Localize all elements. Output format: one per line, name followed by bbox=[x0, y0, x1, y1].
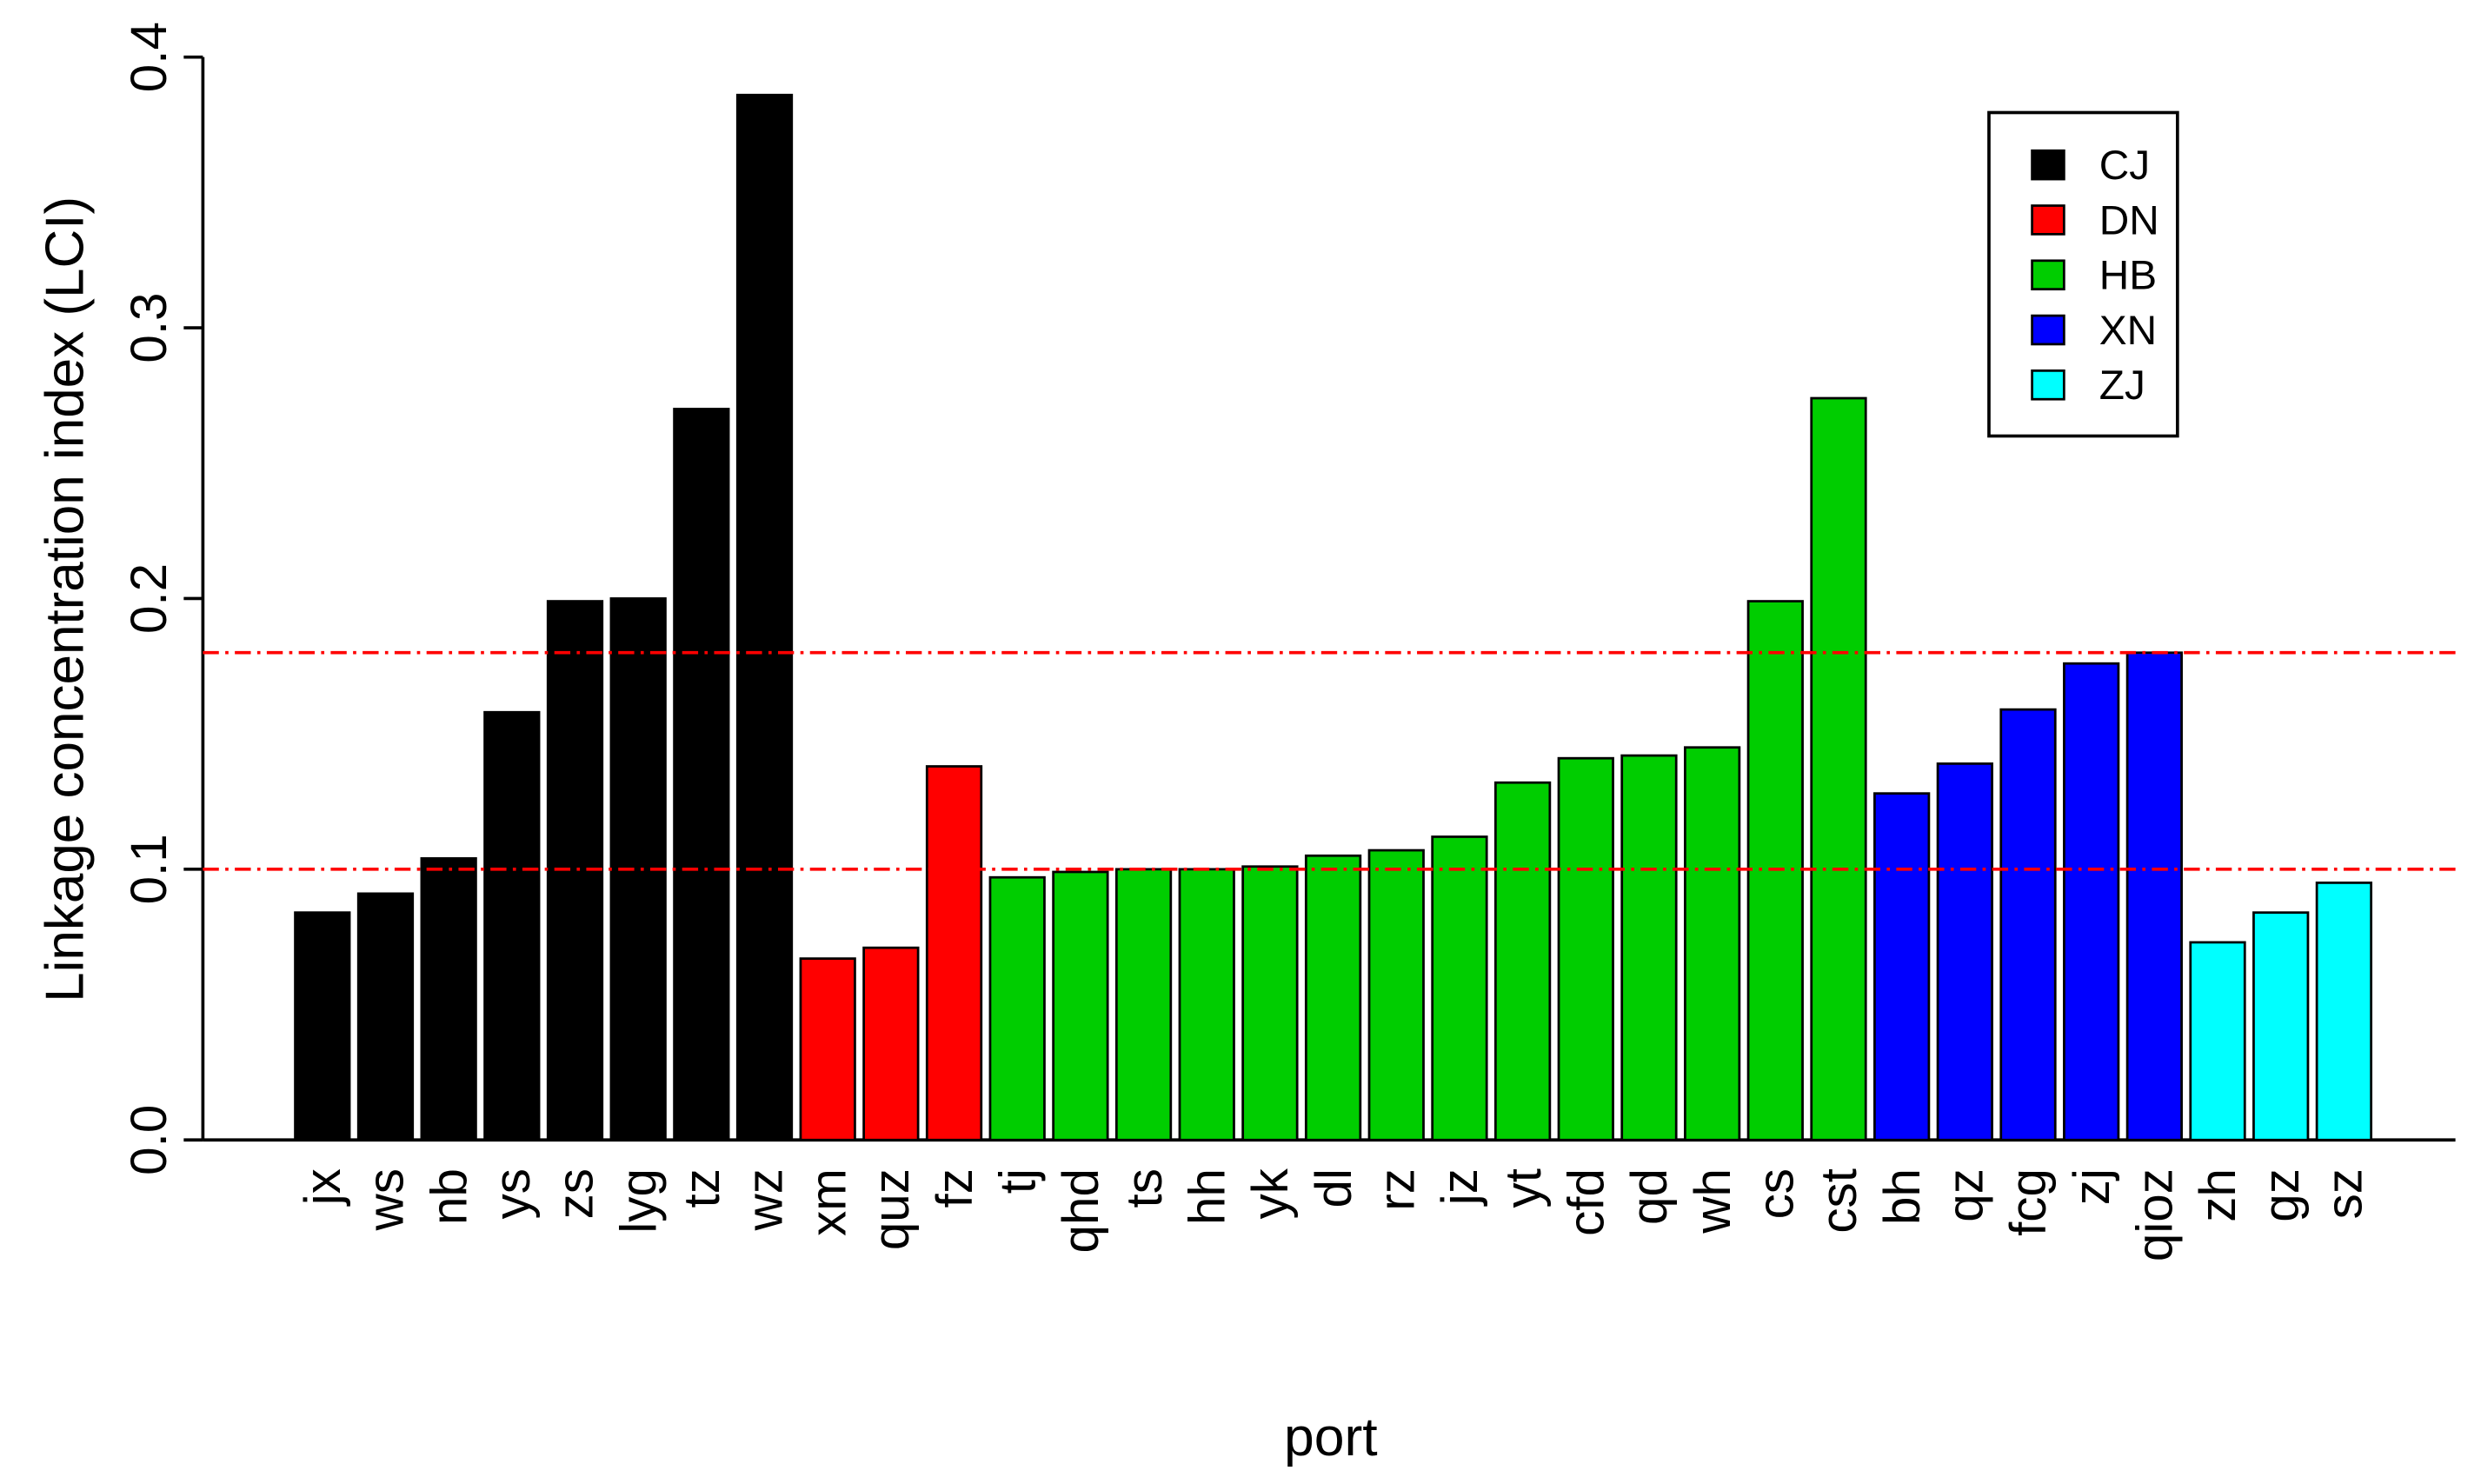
x-tick-label: zh bbox=[2190, 1168, 2246, 1222]
legend-swatch bbox=[2031, 149, 2065, 181]
bar bbox=[925, 765, 983, 1141]
x-tick-label: tz bbox=[674, 1168, 730, 1208]
bar bbox=[862, 946, 920, 1141]
x-tick-label: wz bbox=[737, 1168, 794, 1231]
x-tick-label: ws bbox=[357, 1168, 414, 1231]
bar bbox=[1493, 781, 1552, 1141]
bar bbox=[2315, 882, 2373, 1141]
x-tick-label: fcg bbox=[2000, 1168, 2057, 1236]
x-tick-label: yk bbox=[1242, 1168, 1299, 1219]
bar bbox=[799, 957, 856, 1141]
y-tick-label: 0.2 bbox=[121, 563, 177, 634]
bar bbox=[1052, 870, 1109, 1141]
x-tick-label: fz bbox=[927, 1168, 983, 1208]
bar bbox=[1936, 762, 1993, 1141]
bar bbox=[1241, 865, 1299, 1141]
x-tick-label: dl bbox=[1306, 1168, 1362, 1208]
legend-swatch bbox=[2031, 259, 2065, 291]
legend-box bbox=[1987, 110, 2179, 438]
x-tick-label: qhd bbox=[1053, 1168, 1109, 1253]
bar bbox=[1684, 746, 1741, 1141]
y-tick-label: 0.0 bbox=[121, 1105, 177, 1175]
x-tick-label: quz bbox=[863, 1168, 920, 1250]
x-tick-label: qd bbox=[1621, 1168, 1678, 1225]
bar bbox=[2189, 941, 2246, 1141]
x-tick-label: bh bbox=[1874, 1168, 1931, 1225]
bar bbox=[2063, 662, 2120, 1141]
bar bbox=[1999, 708, 2057, 1141]
x-tick-label: tj bbox=[989, 1168, 1046, 1194]
x-tick-label: ts bbox=[1116, 1168, 1173, 1208]
x-tick-label: hh bbox=[1179, 1168, 1235, 1225]
x-tick-label: lyg bbox=[610, 1168, 667, 1234]
x-tick-label: jx bbox=[295, 1168, 351, 1207]
bar bbox=[356, 892, 415, 1141]
legend-swatch bbox=[2031, 204, 2065, 236]
bar bbox=[294, 911, 351, 1141]
x-tick-label: xm bbox=[800, 1168, 856, 1236]
x-tick-label: zs bbox=[548, 1168, 604, 1219]
x-tick-label: jz bbox=[1432, 1168, 1488, 1207]
x-tick-label: wh bbox=[1685, 1168, 1741, 1234]
bar bbox=[1178, 868, 1235, 1141]
bar bbox=[1114, 868, 1173, 1141]
bar bbox=[1810, 396, 1867, 1141]
x-tick-label: nb bbox=[421, 1168, 477, 1225]
legend-swatch bbox=[2031, 369, 2065, 401]
x-tick-label: ys bbox=[484, 1168, 541, 1219]
x-tick-label: sz bbox=[2316, 1168, 2372, 1219]
x-tick-label: qioz bbox=[2126, 1168, 2183, 1261]
legend-label: CJ bbox=[2099, 143, 2150, 189]
legend-label: XN bbox=[2099, 308, 2157, 354]
bar bbox=[483, 710, 541, 1141]
x-tick-label: zj bbox=[2064, 1168, 2120, 1205]
x-tick-label: yt bbox=[1495, 1168, 1552, 1208]
bar bbox=[673, 408, 730, 1141]
bar bbox=[988, 875, 1046, 1141]
bar bbox=[1873, 792, 1931, 1141]
x-tick-label: cst bbox=[1811, 1168, 1867, 1234]
bar bbox=[420, 857, 477, 1141]
bar bbox=[2252, 911, 2310, 1141]
x-tick-label: qz bbox=[1937, 1168, 1993, 1222]
bar bbox=[1620, 754, 1678, 1141]
bar bbox=[735, 93, 794, 1141]
bar bbox=[1431, 835, 1488, 1141]
y-tick-label: 0.4 bbox=[121, 22, 177, 92]
bar bbox=[1557, 756, 1614, 1141]
x-tick-label: cfd bbox=[1558, 1168, 1614, 1236]
x-tick-label: gz bbox=[2253, 1168, 2310, 1222]
x-tick-label: rz bbox=[1368, 1168, 1425, 1211]
bar bbox=[1304, 854, 1362, 1141]
y-tick-label: 0.1 bbox=[121, 834, 177, 904]
y-tick-label: 0.3 bbox=[121, 292, 177, 363]
legend-swatch bbox=[2031, 314, 2065, 346]
bar bbox=[2125, 651, 2183, 1141]
bar bbox=[1367, 848, 1425, 1141]
x-axis-title: port bbox=[1284, 1407, 1378, 1467]
x-tick-label: cs bbox=[1747, 1168, 1804, 1219]
y-axis-title: Linkage concentration index (LCI) bbox=[35, 196, 95, 1002]
legend-label: DN bbox=[2099, 198, 2159, 244]
legend-label: HB bbox=[2099, 253, 2157, 299]
legend-label: ZJ bbox=[2099, 363, 2145, 409]
